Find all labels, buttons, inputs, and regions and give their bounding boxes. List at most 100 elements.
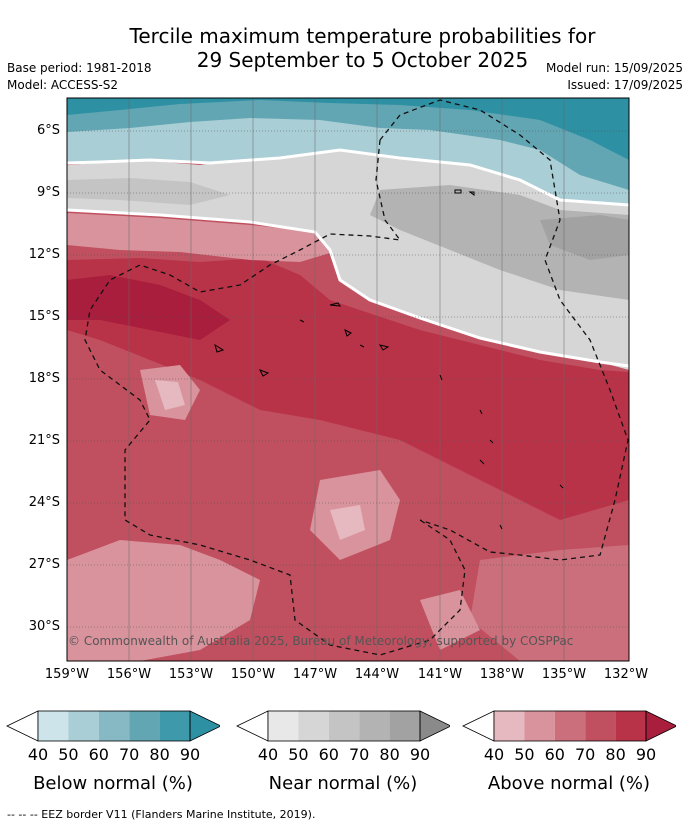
meta-left: Base period: 1981-2018 Model: ACCESS-S2	[7, 60, 152, 94]
colorbar-segment	[68, 711, 99, 741]
legend-tick-label: 80	[379, 745, 400, 764]
title-line-2: 29 September to 5 October 2025	[196, 48, 529, 72]
colorbar-extend-high	[645, 710, 678, 742]
lat-label: 27°S	[28, 557, 60, 572]
legend-tick-label: 60	[544, 745, 565, 764]
graticule	[67, 130, 629, 628]
lon-label: 141°W	[417, 667, 463, 682]
colorbar-segment	[268, 711, 299, 741]
legend-tick-label: 90	[179, 745, 201, 764]
lon-label: 150°W	[230, 667, 276, 682]
colorbar-segment	[524, 711, 555, 741]
colorbar-segment	[554, 711, 586, 741]
legend-tick-label: 70	[119, 745, 140, 764]
colorbar-extend-low	[462, 710, 495, 742]
colorbar-frame	[267, 710, 421, 742]
legend-tick-label: 60	[318, 745, 339, 764]
model-run: Model run: 15/09/2025	[545, 61, 683, 75]
colorbar-segment	[585, 711, 616, 741]
above-90-patch	[67, 275, 230, 340]
colorbar-segment	[494, 711, 525, 741]
lon-label: 144°W	[354, 667, 400, 682]
legend-below: 40 50 60 70 80 90 Below normal (%)	[6, 710, 222, 794]
above-40-patch	[330, 505, 365, 540]
legend-tick-label: 40	[257, 745, 279, 764]
below-70-patch	[67, 98, 629, 190]
lat-label: 6°S	[36, 123, 60, 138]
above-50-patch	[67, 540, 260, 661]
eez-border	[379, 99, 629, 561]
legend-tick-label: 40	[27, 745, 49, 764]
lat-label: 21°S	[28, 433, 60, 448]
colorbar-segment	[129, 711, 160, 741]
lat-label: 18°S	[28, 371, 60, 386]
colorbar-segment	[389, 711, 420, 741]
legend-tick-label: 90	[635, 745, 657, 764]
colorbar-segment	[98, 711, 130, 741]
lon-label: 135°W	[541, 667, 587, 682]
colorbar-frame	[37, 710, 191, 742]
colorbar-extend-low	[6, 710, 39, 742]
lon-label: 153°W	[168, 667, 214, 682]
legend-tick-label: 50	[58, 745, 79, 764]
lon-label: 132°W	[603, 667, 649, 682]
lon-label: 156°W	[106, 667, 152, 682]
islands	[214, 189, 564, 530]
meta-right: Model run: 15/09/2025 Issued: 17/09/2025	[546, 60, 683, 94]
legend-label-above: Above normal (%)	[487, 773, 651, 794]
colorbar-extend-low	[236, 710, 269, 742]
colorbar-extend-high	[419, 710, 452, 742]
colorbar-extend-high	[189, 710, 222, 742]
legend-label-below: Below normal (%)	[33, 773, 193, 794]
legend-tick-label: 50	[514, 745, 535, 764]
lon-label: 159°W	[44, 667, 90, 682]
lat-label: 12°S	[28, 247, 60, 262]
lat-label: 9°S	[36, 185, 60, 200]
graticule	[128, 98, 565, 661]
chart-title: Tercile maximum temperature probabilitie…	[0, 24, 690, 72]
colorbar-segment	[328, 711, 360, 741]
tercile-boundary	[67, 148, 629, 207]
colorbar-segment	[615, 711, 646, 741]
legend-above: 40 50 60 70 80 90 Above normal (%)	[462, 710, 678, 794]
copyright-text: © Commonwealth of Australia 2025, Bureau…	[68, 634, 573, 648]
base-period: Base period: 1981-2018	[7, 61, 152, 75]
lon-label: 147°W	[292, 667, 338, 682]
eez-footnote: -- -- -- EEZ border V11 (Flanders Marine…	[7, 808, 316, 821]
legend-tick-label: 50	[288, 745, 309, 764]
legend-tick-label: 70	[575, 745, 596, 764]
legend-tick-label: 80	[605, 745, 626, 764]
colorbar-above	[462, 710, 678, 742]
legend-near: 40 50 60 70 80 90 Near normal (%)	[236, 710, 452, 794]
lat-label: 15°S	[28, 309, 60, 324]
legend-tick-label: 80	[149, 745, 170, 764]
near-80-patch	[540, 215, 629, 260]
title-line-1: Tercile maximum temperature probabilitie…	[129, 24, 596, 48]
model-name: Model: ACCESS-S2	[7, 78, 119, 92]
issued-date: Issued: 17/09/2025	[567, 78, 683, 92]
lon-label: 138°W	[479, 667, 525, 682]
map-frame	[66, 97, 630, 662]
legend-tick-label: 90	[409, 745, 431, 764]
lat-label: 30°S	[28, 619, 60, 634]
above-40-patch	[155, 380, 185, 410]
legend-tick-label: 70	[349, 745, 370, 764]
colorbar-segment	[359, 711, 390, 741]
legend-tick-label: 60	[88, 745, 109, 764]
colorbar-below	[6, 710, 222, 742]
above-60-patch	[470, 545, 629, 661]
colorbar-near	[236, 710, 452, 742]
colorbar-segment	[38, 711, 69, 741]
colorbar-frame	[493, 710, 647, 742]
colorbar-segment	[298, 711, 329, 741]
legend-tick-label: 40	[483, 745, 505, 764]
above-50-band	[67, 213, 340, 262]
near-60-patch	[67, 178, 230, 205]
tercile-boundary	[67, 208, 629, 368]
below-90-patch	[67, 98, 629, 160]
lat-label: 24°S	[28, 495, 60, 510]
eez-border	[84, 139, 466, 656]
colorbar-segment	[159, 711, 190, 741]
legend-label-near: Near normal (%)	[268, 773, 418, 794]
